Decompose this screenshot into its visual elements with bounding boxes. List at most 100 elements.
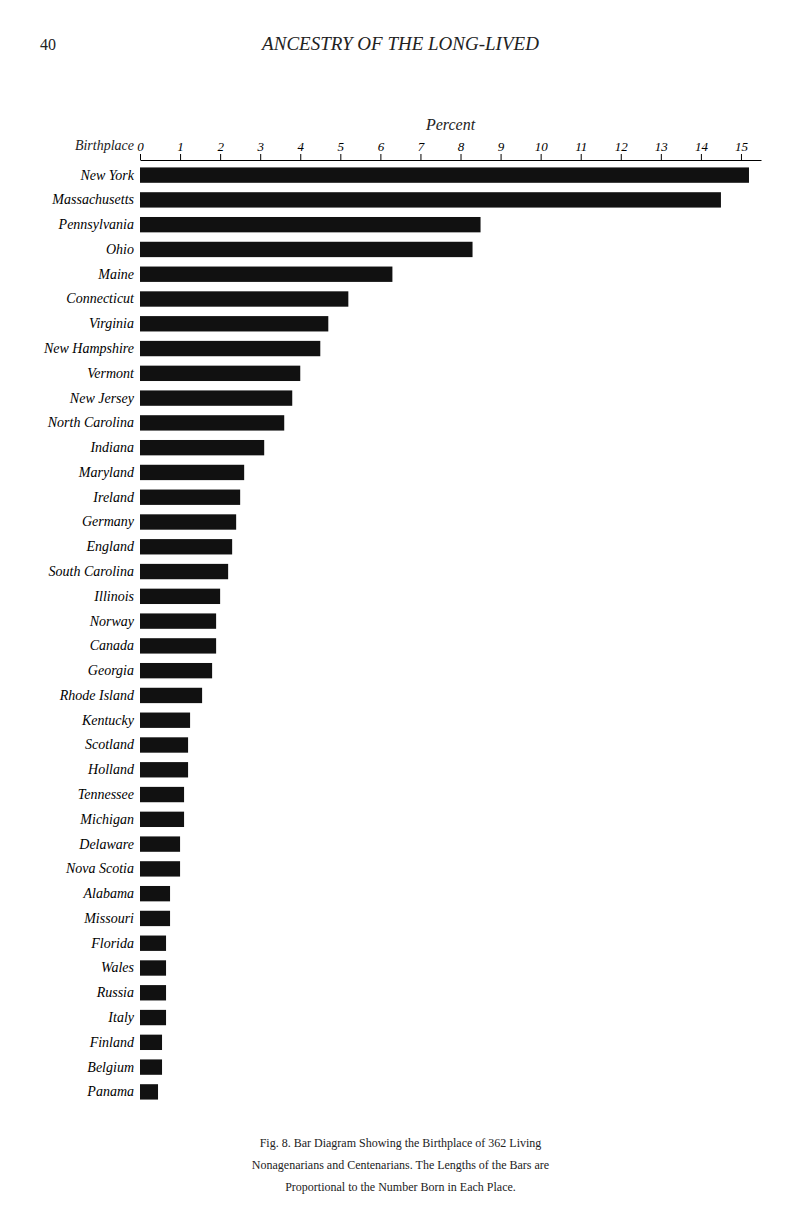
y-tick: Missouri <box>83 911 134 926</box>
x-axis-line <box>141 160 762 161</box>
y-tick-label: Missouri <box>83 911 134 926</box>
y-tick: New York <box>79 168 134 183</box>
bar <box>140 787 184 802</box>
y-tick-label: Finland <box>89 1035 135 1050</box>
bar <box>140 267 392 282</box>
x-tick-label: 10 <box>535 139 549 154</box>
bar <box>140 192 721 207</box>
y-tick-label: Maine <box>97 267 134 282</box>
bar <box>140 217 481 232</box>
y-tick-label: New Jersey <box>69 391 135 406</box>
y-tick: Kentucky <box>81 713 135 728</box>
y-tick-label: Kentucky <box>81 713 135 728</box>
bar <box>140 1059 162 1074</box>
bar <box>140 713 190 728</box>
y-tick: Maine <box>97 267 134 282</box>
y-tick-label: Tennessee <box>78 787 134 802</box>
y-tick: Germany <box>82 514 135 529</box>
x-tick: 15 <box>735 139 749 160</box>
x-axis-label: Percent <box>425 116 476 133</box>
x-tick: 3 <box>256 139 264 160</box>
y-tick-label: Russia <box>96 985 134 1000</box>
bar <box>140 564 228 579</box>
x-tick-label: 4 <box>298 139 305 154</box>
y-tick-label: Ireland <box>92 490 135 505</box>
bar <box>140 737 188 752</box>
title: ANCESTRY OF THE LONG-LIVED <box>260 33 539 54</box>
y-tick: North Carolina <box>47 415 134 430</box>
x-tick-mark <box>581 154 582 160</box>
y-tick: Ohio <box>106 242 134 257</box>
x-tick-label: 7 <box>418 139 425 154</box>
bar <box>140 341 320 356</box>
x-tick-mark <box>180 154 181 160</box>
caption: Nonagenarians and Centenarians. The Leng… <box>252 1158 549 1172</box>
y-tick-label: Indiana <box>89 440 134 455</box>
bar <box>140 539 232 554</box>
bar <box>140 985 166 1000</box>
y-tick: Norway <box>89 614 135 629</box>
y-tick-label: Belgium <box>87 1060 134 1075</box>
y-tick-label: Canada <box>90 638 134 653</box>
x-tick-mark <box>661 154 662 160</box>
y-tick-label: England <box>86 539 135 554</box>
y-tick: Connecticut <box>66 291 135 306</box>
y-tick: Florida <box>90 936 134 951</box>
bar <box>140 663 212 678</box>
y-tick: England <box>86 539 135 554</box>
bar <box>140 812 184 827</box>
x-tick-label: 2 <box>217 139 224 154</box>
y-tick-label: Maryland <box>78 465 135 480</box>
y-tick-label: Pennsylvania <box>58 217 134 232</box>
y-tick-label: Nova Scotia <box>65 861 134 876</box>
y-tick-label: Wales <box>101 960 134 975</box>
caption: Fig. 8. Bar Diagram Showing the Birthpla… <box>260 1136 542 1150</box>
x-tick-label: 12 <box>615 139 629 154</box>
y-tick: Italy <box>107 1010 134 1025</box>
y-tick-label: New Hampshire <box>43 341 134 356</box>
y-tick: New Hampshire <box>43 341 134 356</box>
y-tick: Illinois <box>93 589 134 604</box>
y-tick: Ireland <box>92 490 135 505</box>
y-tick-label: South Carolina <box>49 564 134 579</box>
bar <box>140 911 170 926</box>
bar <box>140 514 236 529</box>
x-tick-mark <box>260 154 261 160</box>
y-tick-label: Michigan <box>79 812 134 827</box>
y-tick: Belgium <box>87 1060 134 1075</box>
y-tick: Tennessee <box>78 787 134 802</box>
x-tick: 4 <box>298 139 305 160</box>
x-tick-mark <box>621 154 622 160</box>
y-tick-label: Massachusetts <box>51 192 134 207</box>
x-tick-mark <box>461 154 462 160</box>
y-tick-label: Illinois <box>93 589 134 604</box>
bar <box>140 490 240 505</box>
bar <box>140 762 188 777</box>
x-tick-label: 1 <box>177 139 184 154</box>
bar <box>140 1010 166 1025</box>
x-tick-mark <box>140 154 141 160</box>
x-tick-label: 0 <box>137 139 144 154</box>
y-tick: Wales <box>101 960 134 975</box>
y-tick: Massachusetts <box>51 192 134 207</box>
y-tick: Russia <box>96 985 134 1000</box>
x-tick: 8 <box>458 139 465 160</box>
x-tick-mark <box>220 154 221 160</box>
x-tick: 2 <box>217 139 224 160</box>
x-tick-label: 15 <box>735 139 749 154</box>
y-tick-label: Ohio <box>106 242 134 257</box>
x-tick-mark <box>380 154 381 160</box>
bar <box>140 589 220 604</box>
bar <box>140 167 749 182</box>
x-tick: 10 <box>535 139 549 160</box>
bar <box>140 836 180 851</box>
x-tick: 13 <box>655 139 669 160</box>
y-axis: New York Massachusetts Pennsylvania Ohio Mai… <box>43 168 135 1100</box>
y-tick-label: Delaware <box>78 837 134 852</box>
x-tick-label: 9 <box>498 139 505 154</box>
x-tick: 6 <box>378 139 385 160</box>
y-tick-label: Rhode Island <box>59 688 135 703</box>
y-tick-label: Vermont <box>87 366 135 381</box>
y-tick-label: New York <box>79 168 134 183</box>
x-tick: 1 <box>177 139 184 160</box>
